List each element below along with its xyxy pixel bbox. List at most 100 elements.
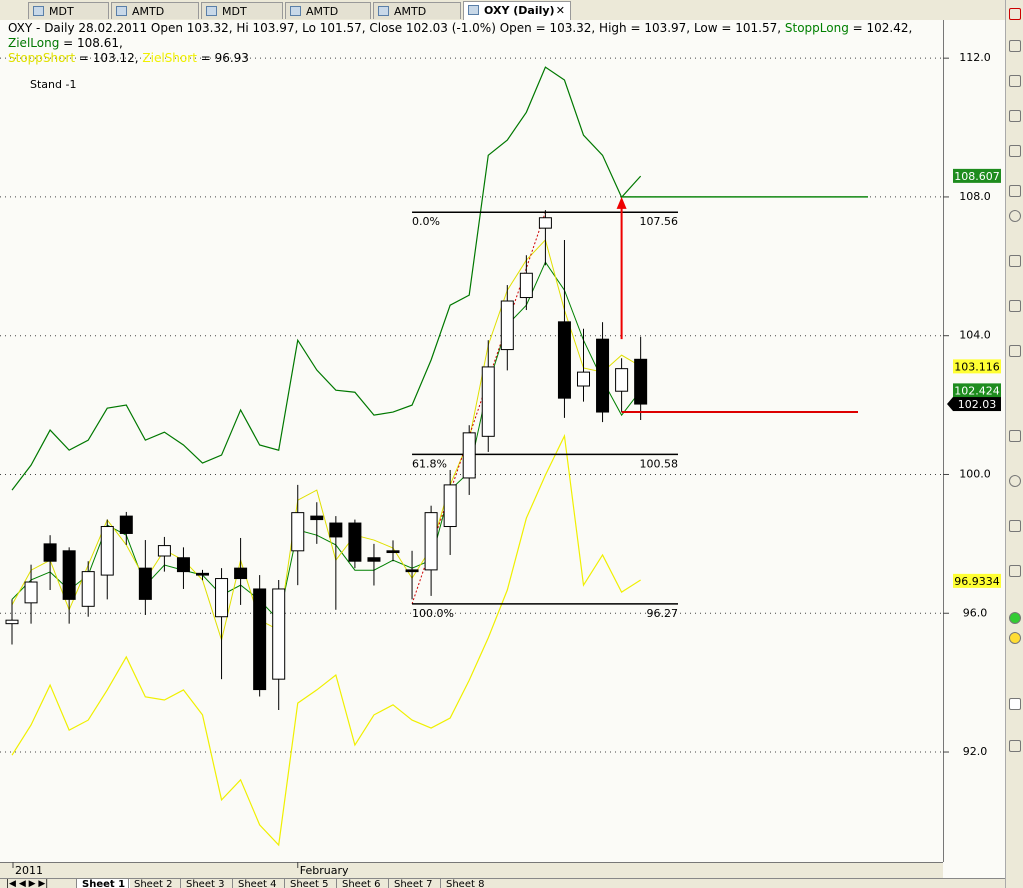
candle-body [577,371,590,387]
tool-icon[interactable] [1009,40,1021,52]
price-label-box [953,573,1001,588]
price-axis [943,20,1005,878]
candle-body [462,432,476,479]
candle-body [253,588,267,691]
price-label: 108.607 [954,170,1000,183]
candle-body [538,217,552,229]
tool-icon[interactable] [1009,255,1021,267]
tool-icon[interactable] [1009,612,1021,624]
sheet-tab[interactable]: Sheet 8 [440,879,489,888]
candle-body [424,512,438,571]
sheet-tab[interactable]: Sheet 4 [232,879,281,888]
tab[interactable]: AMTD (Daily) [373,2,461,35]
tab-active[interactable]: OXY (Daily) ✕ [463,1,571,20]
tool-icon[interactable] [1009,740,1021,752]
tool-icon[interactable] [1009,145,1021,157]
chart: Stand -1 112.0 108.0 104.0 100.0 96.0 92.0 201… [0,20,1005,878]
header-text: OXY - Daily 28.02.2011 Open 103.32, Hi 1… [8,21,785,35]
candle-body [310,515,324,521]
drawing-toolbar [1005,0,1023,888]
fib-percent: 0.0% [412,215,440,228]
tab[interactable]: AMTD (Daily) [285,2,371,35]
candle-body [196,572,209,576]
candle-body [24,581,38,604]
y-tick-label: 108.0 [959,190,991,203]
candle-body [100,526,114,576]
y-tick-label: 96.0 [963,606,988,619]
candle-body [500,300,514,351]
candle-body [481,366,495,437]
header-text: = 108.61, [59,36,123,50]
candle-body [443,484,457,528]
header-text: = 96.93 [196,51,249,65]
price-label-box [953,383,1001,398]
nav-arrows[interactable]: |◀ ◀ ▶ ▶| [6,879,49,888]
candle-body [329,522,343,538]
indicator-line [11,261,642,622]
candle-body [62,550,76,600]
tool-icon[interactable] [1009,185,1021,197]
candle-body [557,321,571,399]
tool-icon[interactable] [1009,475,1021,487]
tool-icon[interactable] [1009,210,1021,222]
candle-body [43,543,57,562]
candle-body [119,515,133,534]
price-label: 102.03 [958,398,997,411]
tool-icon[interactable] [1009,430,1021,442]
tool-icon[interactable] [1009,110,1021,122]
indicator-line [11,433,641,847]
sheet-tab[interactable]: Sheet 6 [336,879,385,888]
candle-body [405,569,419,573]
tab[interactable]: MDT (Daily) [201,2,283,35]
series-name: ZielShort [142,51,197,65]
price-label-box [953,168,1001,183]
note: Stand -1 [30,78,76,91]
sheet-tab[interactable]: Sheet 7 [388,879,437,888]
quote-header: OXY - Daily 28.02.2011 Open 103.32, Hi 1… [8,21,938,66]
sheet-tab[interactable]: Sheet 5 [284,879,333,888]
y-tick-label: 92.0 [963,745,988,758]
price-label: 102.424 [954,384,1000,397]
tool-icon[interactable] [1009,300,1021,312]
tool-icon[interactable] [1009,520,1021,532]
sheet-tab[interactable]: Sheet 2 [128,879,177,888]
indicator-line [11,238,641,642]
close-tab[interactable]: ✕ [555,4,565,17]
candle-body [367,557,381,562]
arrow-head [616,196,627,209]
sheet-tab[interactable]: Sheet 3 [180,879,229,888]
candle-body [138,567,152,600]
candle-body [291,512,305,552]
price-label: 103.116 [954,360,1000,373]
tool-icon[interactable] [1009,698,1021,710]
candle-body [596,338,610,413]
tool-icon[interactable] [1009,565,1021,577]
price-label-box [953,359,1001,374]
tab[interactable]: MDT (Daily) [28,2,109,35]
candle-body [157,545,171,557]
fib-price: 96.27 [647,607,679,620]
tool-icon[interactable] [1009,345,1021,357]
x-tick-label: February [300,864,349,877]
chart-tabs: MDT (Daily) AMTD (Daily) MDT (Daily) AMT… [0,0,1005,35]
series-name: StoppLong [784,21,849,35]
header-text: = 103.12, [75,51,143,65]
price-label-box [953,397,1001,412]
tool-icon[interactable] [1009,75,1021,87]
sheet-tab[interactable]: Sheet 1 [76,879,131,888]
candle-body [348,522,362,562]
fib-price: 107.56 [640,215,679,228]
candle-body [272,588,286,680]
sheet-tabs: |◀ ◀ ▶ ▶| Sheet 1 Sheet 2 Sheet 3 Sheet 4 Sh… [0,878,1005,888]
tab[interactable]: AMTD (Daily) [111,2,199,35]
candle-body [519,272,533,299]
fib-percent: 61.8% [412,457,447,470]
candle-body [634,358,648,405]
tool-icon[interactable] [1009,8,1021,20]
series-name: ZielLong [8,36,60,50]
tool-icon[interactable] [1009,632,1021,644]
price-label: 96.9334 [954,575,1000,588]
candle-body [5,619,19,625]
price-pointer [947,397,953,412]
candle-body [81,571,95,607]
